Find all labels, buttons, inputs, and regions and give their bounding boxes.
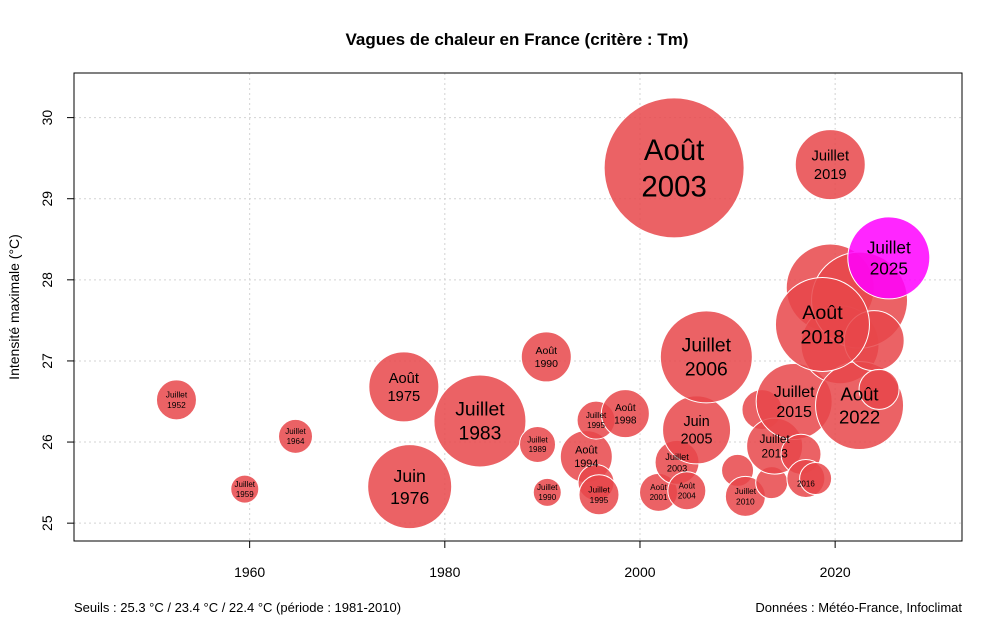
y-tick-label: 26 xyxy=(39,434,55,450)
y-axis-label: Intensité maximale (°C) xyxy=(6,234,22,380)
bubble-year-label: 2003 xyxy=(667,463,687,473)
bubble xyxy=(520,331,572,383)
bubble-month-label: Août xyxy=(389,371,419,387)
bubble xyxy=(519,425,557,463)
bubble-month-label: Août xyxy=(650,483,667,492)
bubble-year-label: 2025 xyxy=(870,259,908,279)
bubble-year-label: 2013 xyxy=(762,447,789,461)
bubble xyxy=(794,129,866,201)
bubble xyxy=(600,389,650,439)
bubble-year-label: 1990 xyxy=(535,358,559,370)
bubble-year-label: 1995 xyxy=(590,495,609,505)
bubble-year-label: 1995 xyxy=(587,421,605,430)
axes: 1960 1980 2000 2020 25 26 27 28 29 30 xyxy=(39,110,851,580)
bubble-year-label: 1998 xyxy=(614,415,637,426)
chart-title: Vagues de chaleur en France (critère : T… xyxy=(346,30,689,49)
bubbles: Juillet1952Juillet1959Juillet1964Août197… xyxy=(155,97,931,530)
bubble xyxy=(858,368,900,410)
bubble-month-label: Juillet xyxy=(774,384,815,401)
bubble-year-label: 1976 xyxy=(390,488,429,508)
plot-frame xyxy=(73,72,963,542)
bubble-year-label: 2022 xyxy=(839,406,880,427)
bubble-year-label: 2015 xyxy=(776,404,812,421)
bubble-month-label: Juin xyxy=(394,466,426,486)
bubble xyxy=(774,276,870,372)
bubble-month-label: Juillet xyxy=(586,411,607,420)
bubble-month-label: Juillet xyxy=(588,484,610,494)
footer-source: Données : Météo-France, Infoclimat xyxy=(755,600,962,615)
bubble-year-label: 1994 xyxy=(574,458,598,470)
x-tick-label: 1980 xyxy=(429,564,460,580)
bubble-year-label: 2010 xyxy=(736,497,755,507)
bubble xyxy=(532,477,562,507)
bubble-year-label: 1964 xyxy=(287,437,305,446)
bubble-month-label: Août xyxy=(802,302,843,324)
x-tick-label: 2000 xyxy=(624,564,655,580)
x-tick-label: 2020 xyxy=(820,564,851,580)
footer-thresholds: Seuils : 25.3 °C / 23.4 °C / 22.4 °C (pé… xyxy=(74,600,401,615)
bubble-month-label: Août xyxy=(535,345,557,357)
bubble-month-label: Juin xyxy=(683,414,709,430)
bubble-month-label: Juillet xyxy=(735,486,757,496)
bubble-year-label: 2006 xyxy=(685,360,728,381)
bubble xyxy=(368,351,440,423)
bubble-month-label: Juillet xyxy=(527,435,548,444)
bubble-year-label: 1952 xyxy=(167,400,186,410)
bubble-year-label: 2003 xyxy=(641,170,706,203)
bubble-year-label: 1989 xyxy=(529,445,547,454)
bubble xyxy=(278,418,314,454)
y-tick-label: 28 xyxy=(39,272,55,288)
bubble-year-label: 2004 xyxy=(678,491,696,500)
bubble-month-label: Août xyxy=(841,384,879,405)
x-tick-label: 1960 xyxy=(234,564,265,580)
bubble-year-label: 2016 xyxy=(797,479,815,488)
bubble-year-label: 1990 xyxy=(538,493,556,502)
bubble xyxy=(155,379,197,421)
y-tick-label: 29 xyxy=(39,191,55,207)
bubble xyxy=(799,462,833,496)
bubble-year-label: 2001 xyxy=(650,493,668,502)
bubble-year-label: 2019 xyxy=(814,167,847,183)
bubble xyxy=(230,474,260,504)
bubble xyxy=(578,474,620,516)
bubble-month-label: Août xyxy=(644,134,704,167)
bubble xyxy=(667,471,707,511)
bubble-month-label: Juillet xyxy=(455,400,505,421)
bubble-month-label: Août xyxy=(679,482,696,491)
bubble-month-label: Août xyxy=(575,445,597,457)
bubble-month-label: Juillet xyxy=(285,427,306,436)
bubble-month-label: Juillet xyxy=(235,480,256,489)
bubble-month-label: Juillet xyxy=(682,336,732,357)
y-tick-label: 30 xyxy=(39,110,55,126)
bubble xyxy=(847,216,931,300)
bubble xyxy=(603,97,745,239)
bubble xyxy=(367,444,453,530)
bubble-year-label: 2018 xyxy=(801,327,845,349)
bubble xyxy=(433,374,527,468)
bubble-year-label: 1975 xyxy=(387,389,420,405)
bubble-month-label: Août xyxy=(615,403,636,414)
bubble-year-label: 2005 xyxy=(681,432,713,448)
bubble-month-label: Juillet xyxy=(665,452,689,462)
bubble-month-label: Juillet xyxy=(760,432,791,446)
bubble-month-label: Juillet xyxy=(811,149,849,165)
bubble-year-label: 1983 xyxy=(458,424,501,445)
bubble xyxy=(659,310,753,404)
y-tick-label: 27 xyxy=(39,353,55,369)
bubble-year-label: 1959 xyxy=(236,490,254,499)
bubble-month-label: Juillet xyxy=(166,390,188,400)
bubble-month-label: Juillet xyxy=(537,483,558,492)
y-tick-label: 25 xyxy=(39,515,55,531)
bubble-month-label: Juillet xyxy=(867,237,911,257)
